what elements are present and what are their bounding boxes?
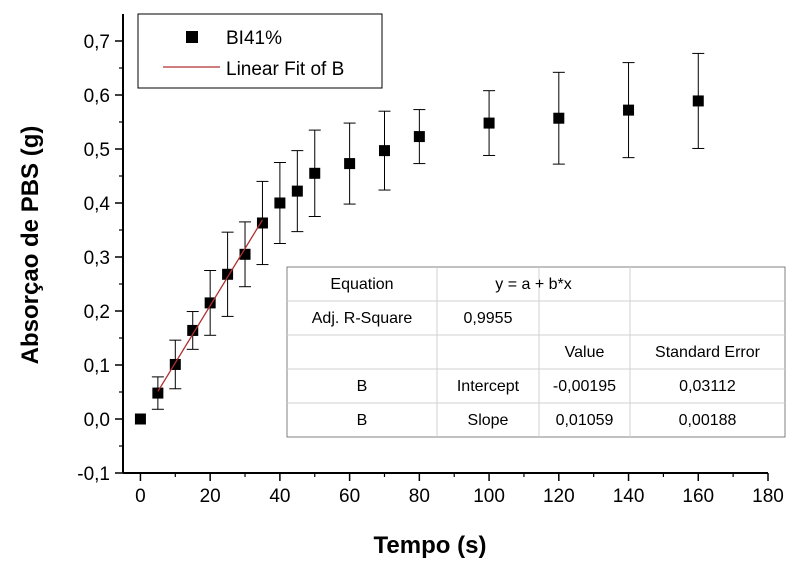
table-cell: Equation xyxy=(330,276,393,293)
x-tick-label: 40 xyxy=(269,486,290,507)
legend-marker-bi41 xyxy=(186,31,198,43)
stats-table: Equation y = a + b*x Adj. R-Square 0,9955 Va… xyxy=(287,267,785,437)
y-tick-label: 0,7 xyxy=(84,32,110,53)
table-cell: Adj. R-Square xyxy=(312,310,413,327)
data-point xyxy=(379,145,390,156)
legend-label-fit: Linear Fit of B xyxy=(226,59,344,80)
linear-fit xyxy=(158,220,263,392)
data-point xyxy=(309,168,320,179)
x-tick-label: 0 xyxy=(135,486,146,507)
y-tick-label: 0,3 xyxy=(84,248,110,269)
table-cell: Standard Error xyxy=(655,344,761,361)
table-cell: B xyxy=(357,378,368,395)
x-tick-label: 100 xyxy=(473,486,505,507)
x-tick-label: 20 xyxy=(200,486,221,507)
data-point xyxy=(344,158,355,169)
table-cell: Slope xyxy=(468,412,509,429)
data-point xyxy=(135,414,146,425)
y-tick-label: 0,6 xyxy=(84,86,110,107)
data-point xyxy=(693,95,704,106)
table-cell: B xyxy=(357,412,368,429)
y-tick-label: 0,4 xyxy=(84,194,111,215)
legend: BI41% Linear Fit of B xyxy=(138,14,382,88)
data-point xyxy=(623,105,634,116)
table-cell: 0,00188 xyxy=(679,412,737,429)
x-tick-label: 140 xyxy=(613,486,645,507)
table-cell: 0,03112 xyxy=(679,378,736,395)
table-cell: -0,00195 xyxy=(553,378,616,395)
table-cell: 0,01059 xyxy=(556,412,614,429)
fit-line xyxy=(158,220,263,392)
y-tick-label: -0,1 xyxy=(77,464,110,485)
x-tick-label: 180 xyxy=(752,486,784,507)
table-cell: y = a + b*x xyxy=(495,276,572,293)
y-tick-label: 0,1 xyxy=(84,356,110,377)
data-point xyxy=(292,186,303,197)
y-tick-label: 0,2 xyxy=(84,302,110,323)
x-axis: 0 20 40 60 80 100 120 140 160 180 xyxy=(135,473,784,507)
x-tick-label: 60 xyxy=(339,486,360,507)
data-point xyxy=(152,388,163,399)
y-axis-title: Absorçao de PBS (g) xyxy=(17,126,44,365)
data-point xyxy=(414,131,425,142)
x-tick-label: 120 xyxy=(543,486,575,507)
table-cell: 0,9955 xyxy=(464,310,513,327)
data-point xyxy=(553,113,564,124)
x-axis-title: Tempo (s) xyxy=(374,532,487,559)
data-point xyxy=(274,198,285,209)
legend-label-bi41: BI41% xyxy=(226,28,282,49)
table-cell: Value xyxy=(565,344,605,361)
table-cell: Intercept xyxy=(457,378,520,395)
x-tick-label: 160 xyxy=(682,486,714,507)
y-axis: -0,1 0,0 0,1 0,2 0,3 0,4 0,5 0,6 0,7 xyxy=(77,32,123,485)
data-point xyxy=(484,118,495,129)
y-tick-label: 0,5 xyxy=(84,140,110,161)
y-tick-label: 0,0 xyxy=(84,410,110,431)
x-tick-label: 80 xyxy=(409,486,430,507)
